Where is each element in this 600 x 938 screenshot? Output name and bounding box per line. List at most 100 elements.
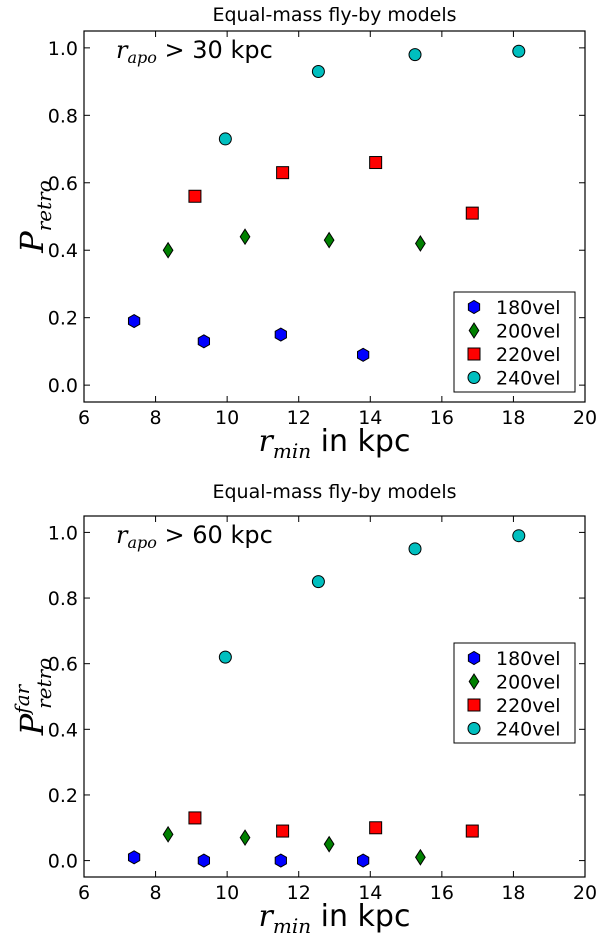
annotation-rapo-sub: apo: [127, 48, 156, 67]
data-point-240vel: [408, 48, 422, 62]
x-tick-label: 6: [78, 407, 90, 429]
data-point-200vel: [239, 228, 251, 246]
annotation-rapo-var: r: [116, 36, 129, 64]
data-point-200vel: [323, 835, 335, 853]
data-point-180vel: [274, 327, 287, 342]
x-axis-label: rmin in kpc: [259, 424, 411, 463]
series-200vel: [162, 228, 426, 259]
series-200vel: [162, 825, 426, 866]
x-tick-label: 8: [150, 882, 162, 904]
data-point-180vel: [274, 853, 287, 868]
annotation-rapo-var: r: [116, 521, 129, 549]
series-240vel: [218, 44, 526, 146]
legend-label-200vel: 200vel: [496, 321, 560, 343]
data-point-240vel: [408, 542, 422, 556]
data-point-220vel: [465, 824, 479, 838]
chart-panel-1: Equal-mass fly-by models 6 8 10 12 14 16 18 20 0.…: [13, 4, 597, 463]
legend-label-180vel: 180vel: [496, 297, 560, 319]
x-tick-label: 12: [287, 882, 311, 904]
x-axis-label-rest: in kpc: [311, 424, 410, 459]
x-tick-label: 16: [430, 407, 454, 429]
data-point-180vel: [127, 850, 141, 865]
chart-title: Equal-mass fly-by models: [212, 481, 456, 503]
x-tick-label: 16: [430, 882, 454, 904]
legend-label-220vel: 220vel: [496, 344, 560, 366]
data-point-240vel: [512, 44, 526, 58]
y-tick-label: 0.4: [48, 719, 78, 741]
series-220vel: [188, 156, 479, 220]
y-axis-label-sub: retro: [32, 180, 56, 231]
y-tick-label: 0.0: [48, 851, 78, 873]
x-axis-label-var: r: [259, 424, 275, 459]
x-tick-label: 14: [358, 882, 382, 904]
y-tick-label: 0.8: [48, 588, 78, 610]
legend-marker-220vel: [467, 347, 481, 361]
x-axis-label-rest: in kpc: [311, 899, 410, 934]
data-point-240vel: [512, 529, 526, 543]
series-180vel: [127, 850, 370, 868]
y-axis-label-var: P: [13, 713, 51, 736]
data-point-220vel: [276, 166, 290, 180]
x-tick-label: 20: [573, 407, 597, 429]
series-220vel: [188, 811, 479, 838]
plot-frame: [83, 515, 586, 878]
series-240vel: [218, 529, 526, 664]
x-axis-label-var: r: [259, 899, 275, 934]
x-axis-label-sub: min: [273, 439, 311, 463]
legend-label-240vel: 240vel: [496, 719, 560, 741]
data-point-200vel: [323, 231, 335, 249]
y-tick-label: 0.8: [48, 105, 78, 127]
y-tick-label: 1.0: [48, 38, 78, 60]
data-point-240vel: [218, 132, 232, 146]
x-tick-label: 14: [358, 407, 382, 429]
legend-label-240vel: 240vel: [496, 368, 560, 390]
y-tick-label: 0.4: [48, 240, 78, 262]
y-tick-label: 0.0: [48, 375, 78, 397]
y-tick-label: 1.0: [48, 522, 78, 544]
data-point-240vel: [218, 650, 232, 664]
y-axis-label: Pretro: [13, 180, 56, 254]
data-point-240vel: [311, 575, 325, 589]
data-point-180vel: [127, 313, 141, 329]
x-tick-label: 8: [150, 407, 162, 429]
data-point-220vel: [188, 811, 202, 825]
data-point-200vel: [414, 235, 426, 252]
data-point-180vel: [357, 853, 370, 868]
data-point-200vel: [239, 829, 251, 847]
data-point-220vel: [369, 156, 383, 170]
data-point-180vel: [357, 347, 370, 362]
x-tick-label: 18: [501, 882, 525, 904]
x-axis-label: rmin in kpc: [259, 899, 411, 938]
x-tick-label: 12: [287, 407, 311, 429]
annotation-rapo: rapo > 60 kpc: [116, 521, 273, 552]
data-point-200vel: [414, 848, 426, 866]
annotation-rapo-sub: apo: [127, 533, 156, 552]
y-axis-label-sub: retro: [32, 658, 56, 709]
plot-frame: [83, 30, 586, 403]
legend-marker-200vel: [468, 673, 480, 690]
annotation-rapo-rest: > 60 kpc: [157, 521, 273, 549]
legend-label-200vel: 200vel: [496, 672, 560, 694]
legend-marker-240vel: [467, 371, 481, 384]
y-tick-label: 0.6: [48, 654, 78, 676]
annotation-rapo: rapo > 30 kpc: [116, 36, 273, 67]
data-point-180vel: [197, 334, 211, 349]
x-tick-label: 10: [215, 882, 239, 904]
data-point-220vel: [276, 824, 290, 838]
y-axis-label: Pfarretro: [10, 658, 56, 736]
data-point-220vel: [465, 206, 479, 220]
data-point-220vel: [369, 821, 383, 835]
series-180vel: [127, 313, 370, 362]
x-axis-label-sub: min: [273, 914, 311, 938]
x-tick-label: 18: [501, 407, 525, 429]
legend-marker-220vel: [467, 698, 481, 712]
data-point-240vel: [311, 64, 325, 78]
x-tick-label: 6: [78, 882, 90, 904]
chart-title: Equal-mass fly-by models: [212, 4, 456, 26]
legend-marker-180vel: [467, 299, 481, 315]
y-tick-label: 0.2: [48, 308, 78, 330]
legend-label-220vel: 220vel: [496, 695, 560, 717]
data-point-200vel: [162, 825, 174, 843]
